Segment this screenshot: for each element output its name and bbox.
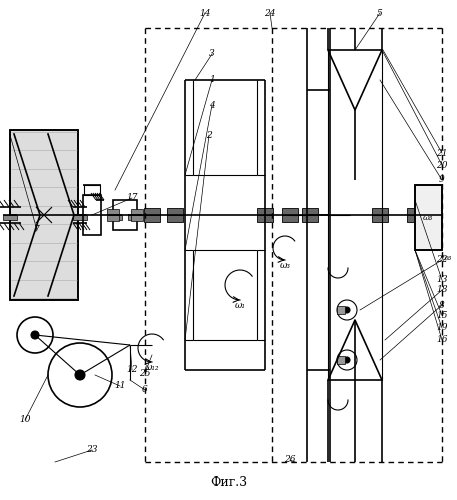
Text: 6: 6 <box>142 386 148 394</box>
Bar <box>10 130 78 300</box>
Bar <box>415 185 442 250</box>
Bar <box>257 208 273 215</box>
Text: 2: 2 <box>206 130 212 140</box>
Bar <box>108 215 122 220</box>
Text: 13: 13 <box>436 276 448 284</box>
Bar <box>144 208 160 215</box>
Bar <box>257 215 273 222</box>
Text: 16: 16 <box>436 336 448 344</box>
Text: 19: 19 <box>436 324 448 332</box>
Text: 12: 12 <box>126 366 138 374</box>
Text: 10: 10 <box>19 416 31 424</box>
Text: 18: 18 <box>436 286 448 294</box>
Text: 21: 21 <box>436 148 448 158</box>
Bar <box>302 215 318 222</box>
Text: ω₁₂: ω₁₂ <box>145 364 159 372</box>
Text: ω₃: ω₃ <box>423 214 433 222</box>
Circle shape <box>344 357 350 363</box>
Bar <box>372 208 388 215</box>
Text: 11: 11 <box>114 382 126 390</box>
Bar <box>337 306 345 314</box>
Text: ω₃: ω₃ <box>280 262 291 270</box>
Text: 3: 3 <box>209 50 215 58</box>
Text: 25: 25 <box>139 368 151 378</box>
Bar <box>167 208 183 215</box>
Text: 15: 15 <box>436 310 448 320</box>
Bar <box>282 215 298 222</box>
Bar <box>131 215 143 221</box>
Text: 20: 20 <box>436 160 448 170</box>
Bar <box>407 208 423 215</box>
Circle shape <box>75 370 85 380</box>
Text: ω₃: ω₃ <box>442 254 452 262</box>
Text: 5: 5 <box>377 8 383 18</box>
Bar <box>84 185 100 195</box>
Text: 4: 4 <box>209 100 215 110</box>
Bar <box>146 215 158 221</box>
Bar <box>107 215 119 221</box>
Bar <box>73 215 87 220</box>
Bar <box>128 215 142 220</box>
Text: 1: 1 <box>209 76 215 84</box>
Text: 9: 9 <box>439 176 445 184</box>
Bar <box>337 356 345 364</box>
Bar <box>3 215 17 220</box>
Bar <box>83 195 101 235</box>
Text: 7: 7 <box>34 226 40 234</box>
Circle shape <box>31 331 39 339</box>
Text: 22: 22 <box>436 256 448 264</box>
Bar <box>407 215 423 222</box>
Bar <box>10 130 78 300</box>
Text: ω₁: ω₁ <box>234 300 245 310</box>
Text: 14: 14 <box>199 8 211 18</box>
Text: 23: 23 <box>86 446 98 454</box>
Bar <box>282 208 298 215</box>
Text: 17: 17 <box>126 194 138 202</box>
Bar <box>144 215 160 222</box>
Bar <box>113 200 137 230</box>
Bar <box>302 208 318 215</box>
Text: Фиг.3: Фиг.3 <box>210 476 247 488</box>
Text: 8: 8 <box>439 300 445 310</box>
Bar <box>415 185 442 250</box>
Bar <box>107 209 119 215</box>
Bar <box>131 209 143 215</box>
Bar <box>146 209 158 215</box>
Bar <box>167 215 183 222</box>
Text: 24: 24 <box>264 8 276 18</box>
Circle shape <box>344 307 350 313</box>
Text: 26: 26 <box>284 456 296 464</box>
Bar <box>372 215 388 222</box>
